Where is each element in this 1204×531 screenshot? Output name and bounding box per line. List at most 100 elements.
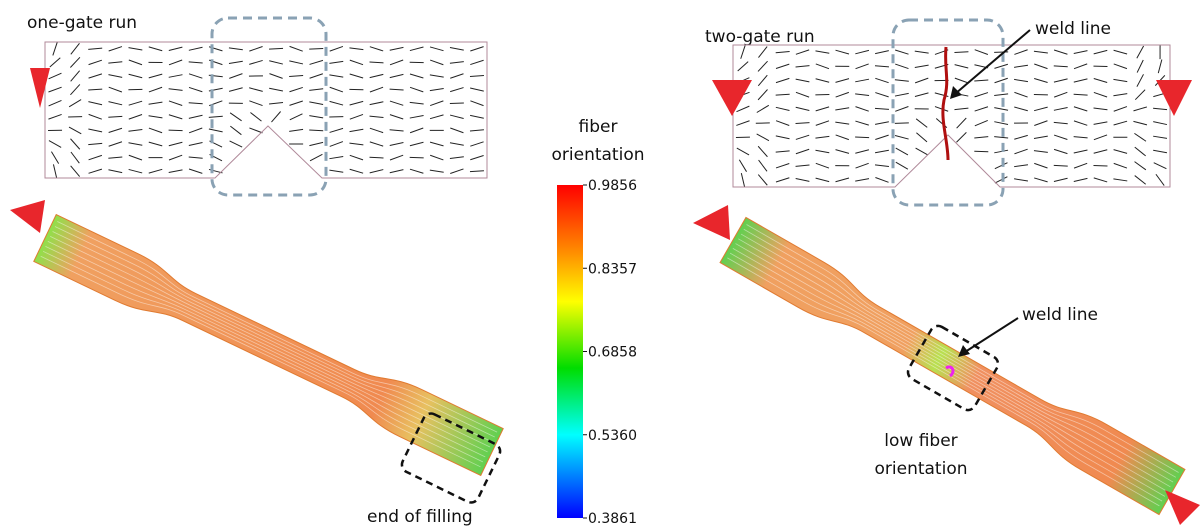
vector (189, 47, 203, 50)
vector (895, 93, 909, 96)
vector (330, 128, 343, 132)
arrowhead (950, 86, 962, 99)
vector (169, 60, 182, 65)
vector (776, 163, 789, 167)
vector (1014, 107, 1027, 111)
vector (329, 61, 343, 63)
vector (450, 128, 463, 133)
vector (1034, 121, 1047, 126)
vector (796, 149, 809, 153)
vector (470, 101, 483, 106)
vector (108, 157, 122, 158)
vector (230, 126, 241, 135)
vector (390, 60, 403, 65)
vector (738, 62, 748, 71)
vector (1034, 51, 1048, 53)
annotation: orientation (875, 459, 968, 479)
vector (1137, 74, 1144, 86)
vector (875, 108, 889, 109)
vector (758, 146, 767, 156)
vector (309, 102, 323, 105)
vector (994, 52, 1008, 53)
gate-marker (712, 80, 752, 116)
vector (1034, 107, 1048, 111)
vector (330, 46, 343, 51)
vector (189, 74, 202, 78)
vector (350, 155, 363, 160)
vector (915, 65, 929, 67)
highlight-box (893, 20, 1003, 205)
vector (89, 74, 102, 78)
vector (470, 142, 483, 146)
vector (1153, 136, 1167, 138)
vector (289, 101, 302, 105)
vector (71, 43, 80, 54)
vector (1094, 150, 1108, 153)
vector (108, 116, 122, 117)
vector (430, 142, 443, 146)
vector (896, 162, 908, 169)
gate-marker (10, 200, 45, 233)
vector (855, 79, 869, 82)
vector (1054, 165, 1068, 166)
vector (88, 102, 102, 105)
vector (855, 137, 869, 138)
vector (309, 49, 323, 50)
vector (741, 173, 744, 187)
vector (1054, 50, 1067, 54)
figure: one-gate run end of filling fiber orient… (0, 0, 1204, 527)
vector (309, 116, 323, 118)
vector (390, 101, 403, 105)
vector (450, 169, 463, 174)
vector (70, 57, 80, 67)
vector (229, 74, 242, 79)
vector (410, 116, 424, 119)
vector (836, 50, 849, 54)
vector (741, 45, 745, 58)
vector (48, 114, 61, 119)
vector (249, 88, 263, 92)
vector (229, 48, 243, 50)
vector (957, 118, 967, 128)
vector (816, 178, 830, 182)
vector (1054, 149, 1067, 153)
vector (776, 107, 790, 110)
vector (855, 150, 869, 153)
vector (230, 141, 243, 147)
vector (109, 47, 122, 51)
vector (370, 128, 383, 132)
vector (350, 114, 363, 119)
vector (129, 155, 142, 160)
vector (289, 75, 303, 76)
vector (309, 130, 323, 131)
vector (816, 121, 829, 126)
vector (916, 119, 927, 128)
vector (209, 129, 223, 132)
vector (1114, 150, 1127, 154)
vector (149, 169, 162, 173)
vector (71, 166, 80, 177)
vector (1135, 147, 1146, 156)
vector (994, 122, 1008, 125)
vector (109, 87, 122, 92)
vector (249, 128, 262, 133)
vector (1113, 179, 1127, 181)
vector (169, 170, 183, 173)
vector (1094, 108, 1108, 110)
vector (956, 132, 966, 142)
vector (309, 89, 323, 91)
vector (815, 51, 829, 53)
vector (89, 114, 102, 119)
vector (169, 101, 182, 106)
colorbar-tick-label: 0.6858 (588, 345, 637, 361)
vector (1153, 108, 1167, 109)
vector (109, 142, 122, 146)
vector (758, 75, 767, 86)
vector (776, 178, 789, 182)
vector (796, 135, 809, 139)
vector (796, 123, 810, 124)
vector (430, 60, 443, 65)
panel-label: two-gate run (705, 27, 815, 47)
vector (189, 62, 203, 63)
vector (330, 142, 343, 147)
